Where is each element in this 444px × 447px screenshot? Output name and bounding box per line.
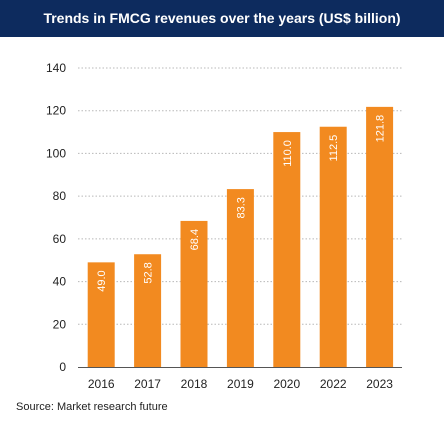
data-labels: 49.0 52.8 68.4 83.3 110.0 112.5 121.8	[96, 115, 386, 292]
bar-2020	[273, 132, 301, 367]
y-tick-label: 20	[53, 317, 67, 331]
data-label-2017: 52.8	[143, 262, 155, 283]
bar-2022	[319, 126, 347, 367]
x-tick-label-2020: 2020	[273, 377, 300, 391]
source-note: Source: Market research future	[16, 401, 168, 413]
data-label-2018: 68.4	[189, 229, 201, 250]
y-tick-label: 0	[59, 360, 66, 374]
bar-2017	[134, 254, 162, 367]
data-label-2019: 83.3	[235, 197, 247, 218]
y-tick-label: 80	[53, 189, 67, 203]
x-tick-label-2018: 2018	[181, 377, 208, 391]
y-tick-label: 100	[46, 146, 66, 160]
bar-2018	[180, 220, 208, 367]
data-label-2016: 49.0	[96, 270, 108, 291]
x-axis-ticks: 2016 2017 2018 2019 2020 2022 2023	[88, 377, 393, 391]
bar-chart: 0 20 40 60 80 100 120 140 49.0 52.8 68.4 83.3 110.0…	[46, 61, 402, 391]
y-tick-label: 140	[46, 61, 66, 75]
x-tick-label-2023: 2023	[366, 377, 393, 391]
y-tick-label: 40	[53, 275, 67, 289]
bar-2023	[366, 106, 394, 368]
data-label-2023: 121.8	[375, 115, 387, 143]
data-label-2022: 112.5	[328, 135, 340, 162]
bar-2019	[226, 189, 254, 367]
chart-title: Trends in FMCG revenues over the years (…	[0, 0, 444, 37]
x-tick-label-2016: 2016	[88, 377, 115, 391]
y-tick-label: 120	[46, 104, 66, 118]
x-tick-label-2022: 2022	[320, 377, 347, 391]
x-tick-label-2019: 2019	[227, 377, 254, 391]
bar-2016	[87, 262, 115, 367]
y-tick-label: 60	[53, 232, 67, 246]
bars	[87, 106, 394, 368]
x-tick-label-2017: 2017	[134, 377, 161, 391]
data-label-2020: 110.0	[282, 140, 294, 167]
y-axis-ticks: 0 20 40 60 80 100 120 140	[46, 61, 66, 374]
